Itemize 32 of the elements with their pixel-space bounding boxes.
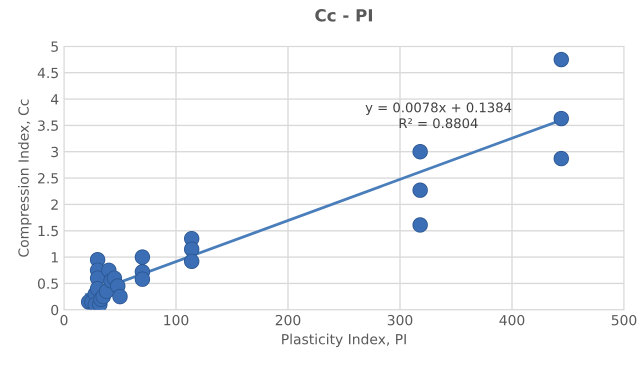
point <box>554 110 569 126</box>
y-tick-label: 0 <box>51 304 58 316</box>
y-tick-label: 0.5 <box>38 278 58 289</box>
chart-title: Cc - PI <box>315 9 372 22</box>
y-axis-title: Compression Index, Cc <box>18 99 32 257</box>
annotation: y = 0.0078x + 0.1384 <box>366 102 512 115</box>
point <box>184 254 200 270</box>
point <box>412 144 428 160</box>
point <box>134 272 150 287</box>
y-tick-label: 3.5 <box>38 120 58 131</box>
annotation: R² = 0.8804 <box>400 118 478 128</box>
point <box>554 52 569 68</box>
y-tick-label: 1.5 <box>38 226 58 236</box>
x-tick-label: 100 <box>164 314 188 326</box>
y-tick-label: 1 <box>52 252 58 262</box>
y-tick-label: 2.5 <box>38 173 58 184</box>
y-tick-label: 5 <box>51 42 58 52</box>
y-tick-label: 4.5 <box>38 68 58 78</box>
y-tick-label: 3 <box>51 146 58 158</box>
point <box>554 150 569 166</box>
y-tick-label: 4 <box>50 94 58 104</box>
x-tick-label: 400 <box>499 314 524 326</box>
point <box>412 217 428 233</box>
x-tick-label: 200 <box>276 314 300 326</box>
x-tick-label: 300 <box>388 314 412 326</box>
point <box>134 249 150 265</box>
x-tick-label: 500 <box>612 314 636 326</box>
y-tick-label: 2 <box>51 199 58 210</box>
x-axis-title: Plasticity Index, PI <box>282 334 406 348</box>
point <box>412 182 428 198</box>
x-tick-label: 0 <box>60 314 68 326</box>
point <box>112 288 128 304</box>
